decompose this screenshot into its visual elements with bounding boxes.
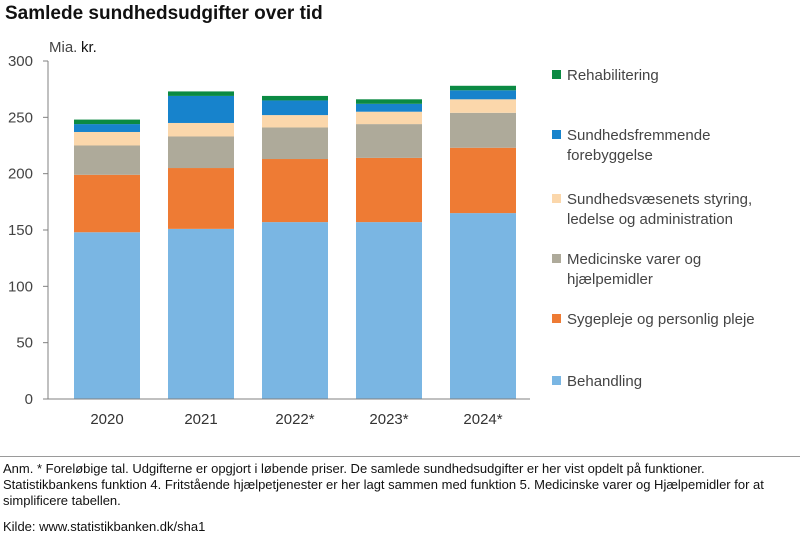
footer-divider bbox=[0, 456, 800, 457]
bar-stack-2024 bbox=[450, 85, 516, 399]
legend-swatch bbox=[552, 376, 561, 385]
bar-stack-2021 bbox=[168, 91, 234, 399]
bar-segment bbox=[262, 115, 328, 128]
bar-segment bbox=[74, 232, 140, 399]
y-tick-label: 200 bbox=[8, 166, 33, 183]
y-tick-label: 100 bbox=[8, 278, 33, 295]
bar-stack-2022 bbox=[262, 95, 328, 399]
x-tick-label: 2023* bbox=[369, 411, 408, 428]
legend-swatch bbox=[552, 194, 561, 203]
legend-label: hjælpemidler bbox=[567, 271, 653, 288]
source-text: Kilde: www.statistikbanken.dk/sha1 bbox=[3, 519, 206, 534]
bar-segment bbox=[356, 103, 422, 112]
legend-label: Rehabilitering bbox=[567, 67, 659, 84]
legend-item: Sygepleje og personlig pleje bbox=[552, 311, 755, 328]
x-tick-label: 2021 bbox=[184, 411, 217, 428]
x-tick-label: 2022* bbox=[275, 411, 314, 428]
bar-segment bbox=[168, 95, 234, 123]
bar-segment bbox=[74, 174, 140, 233]
legend-item: Behandling bbox=[552, 373, 642, 390]
x-axis: 2020 2021 2022* 2023* 2024* bbox=[48, 398, 530, 428]
y-unit-suffix: kr. bbox=[81, 39, 97, 56]
bar-segment bbox=[356, 111, 422, 125]
legend: Rehabilitering Sundhedsfremmende forebygge… bbox=[552, 67, 755, 390]
legend-item: Sundhedsfremmende forebyggelse bbox=[552, 127, 710, 164]
legend-swatch bbox=[552, 254, 561, 263]
y-axis: 0 50 100 150 200 250 300 bbox=[8, 53, 49, 408]
bar-stack-2020 bbox=[74, 119, 140, 399]
legend-label: Sygepleje og personlig pleje bbox=[567, 311, 755, 328]
legend-label: ledelse og administration bbox=[567, 211, 733, 228]
bar-segment bbox=[450, 213, 516, 399]
y-unit-prefix: Mia. bbox=[49, 39, 77, 56]
y-tick-label: 0 bbox=[25, 391, 33, 408]
y-tick-label: 250 bbox=[8, 109, 33, 126]
bar-segment bbox=[74, 124, 140, 132]
bar-segment bbox=[168, 122, 234, 137]
legend-swatch bbox=[552, 130, 561, 139]
bar-segment bbox=[74, 145, 140, 175]
bar-segment bbox=[450, 90, 516, 100]
bar-segment bbox=[356, 99, 422, 104]
legend-label: Sundhedsvæsenets styring, bbox=[567, 191, 752, 208]
bar-stacks bbox=[74, 85, 516, 399]
legend-swatch bbox=[552, 314, 561, 323]
bar-segment bbox=[356, 222, 422, 399]
legend-item: Medicinske varer og hjælpemidler bbox=[552, 251, 701, 288]
bar-segment bbox=[356, 124, 422, 158]
bar-segment bbox=[450, 112, 516, 148]
legend-item: Rehabilitering bbox=[552, 67, 659, 84]
bar-segment bbox=[74, 119, 140, 125]
bar-segment bbox=[450, 99, 516, 113]
legend-label: Behandling bbox=[567, 373, 642, 390]
stacked-bar-chart: Mia. kr. 0 50 100 150 200 250 300 2020 2021 2022… bbox=[8, 39, 755, 428]
bar-segment bbox=[262, 100, 328, 116]
bar-stack-2023 bbox=[356, 99, 422, 399]
footnote: Anm. * Foreløbige tal. Udgifterne er opg… bbox=[3, 461, 764, 508]
bar-segment bbox=[262, 159, 328, 223]
x-tick-label: 2024* bbox=[463, 411, 502, 428]
legend-label: forebyggelse bbox=[567, 147, 653, 164]
bar-segment bbox=[168, 136, 234, 169]
y-tick-label: 50 bbox=[16, 335, 33, 352]
bar-segment bbox=[450, 147, 516, 214]
bar-segment bbox=[168, 228, 234, 399]
bar-segment bbox=[168, 91, 234, 96]
chart-title: Samlede sundhedsudgifter over tid bbox=[5, 3, 323, 24]
legend-item: Sundhedsvæsenets styring, ledelse og admi… bbox=[552, 191, 752, 228]
bar-segment bbox=[262, 127, 328, 160]
bar-segment bbox=[450, 85, 516, 91]
y-tick-label: 150 bbox=[8, 222, 33, 239]
legend-swatch bbox=[552, 70, 561, 79]
bar-segment bbox=[168, 168, 234, 229]
bar-segment bbox=[262, 95, 328, 101]
legend-label: Medicinske varer og bbox=[567, 251, 701, 268]
x-tick-label: 2020 bbox=[90, 411, 123, 428]
y-tick-label: 300 bbox=[8, 53, 33, 70]
bar-segment bbox=[74, 131, 140, 146]
bar-segment bbox=[356, 157, 422, 223]
bar-segment bbox=[262, 222, 328, 399]
legend-label: Sundhedsfremmende bbox=[567, 127, 710, 144]
